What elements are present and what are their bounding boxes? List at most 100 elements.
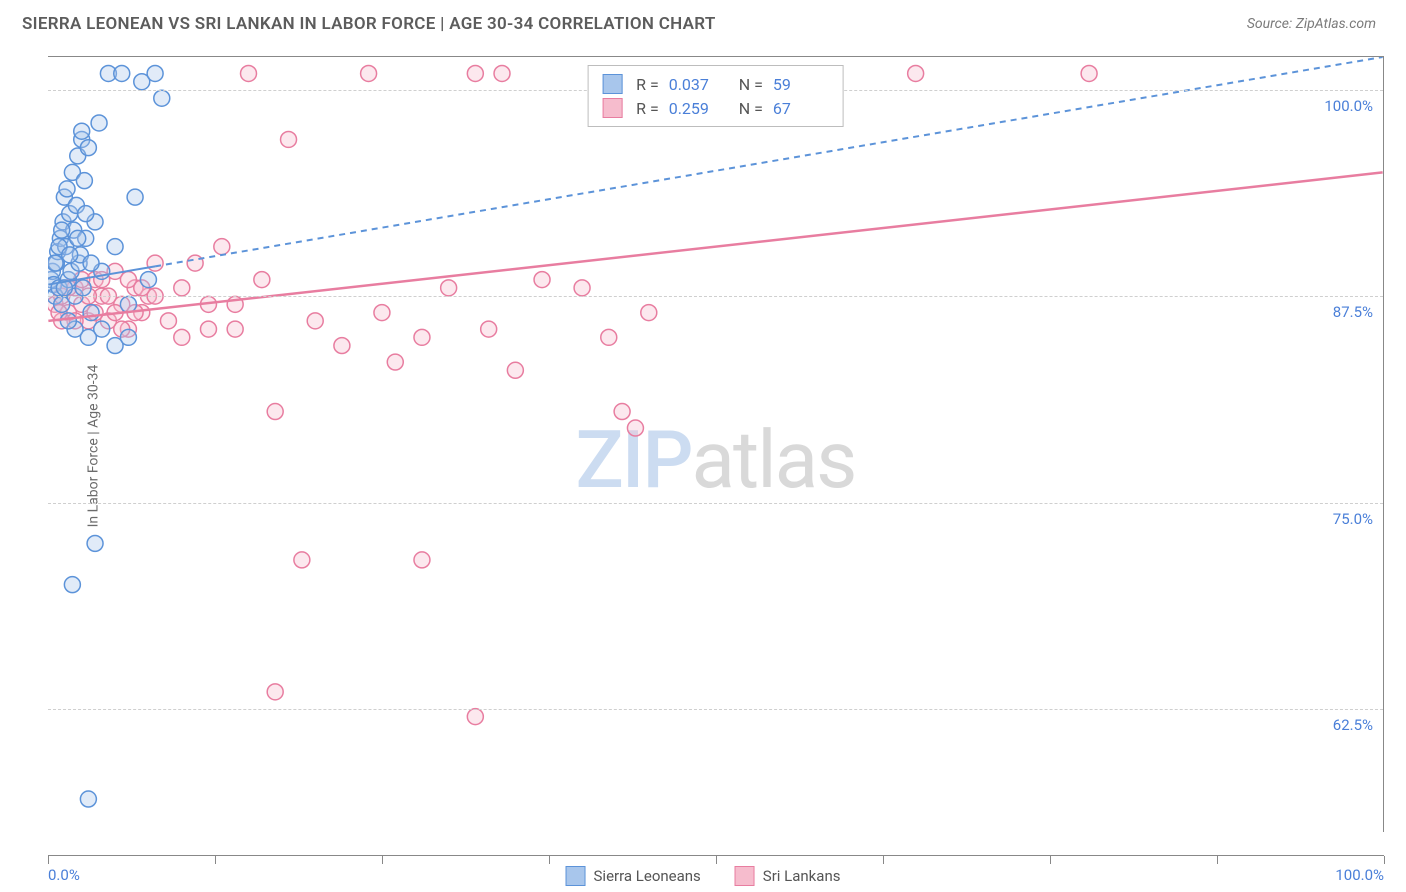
- chart-plot-area: ZIPatlas R = 0.037 N = 59 R = 0.259 N = …: [48, 56, 1384, 832]
- data-point: [80, 140, 96, 156]
- legend-item-b: Sri Lankans: [735, 866, 841, 886]
- data-point: [80, 791, 96, 807]
- data-point: [54, 222, 70, 238]
- source-label: Source: ZipAtlas.com: [1247, 16, 1376, 32]
- data-point: [641, 305, 657, 321]
- data-point: [120, 329, 136, 345]
- data-point: [120, 296, 136, 312]
- data-point: [507, 362, 523, 378]
- x-tick: [549, 856, 550, 864]
- data-point: [76, 173, 92, 189]
- data-point: [140, 272, 156, 288]
- data-point: [62, 247, 78, 263]
- data-point: [307, 313, 323, 329]
- data-point: [334, 338, 350, 354]
- x-axis-label-start: 0.0%: [48, 866, 80, 884]
- swatch-a-icon: [602, 74, 622, 94]
- legend-item-a: Sierra Leoneans: [566, 866, 701, 886]
- data-point: [59, 181, 75, 197]
- data-point: [267, 404, 283, 420]
- data-point: [481, 321, 497, 337]
- data-point: [107, 239, 123, 255]
- legend-row-a: R = 0.037 N = 59: [602, 72, 829, 96]
- series-legend: Sierra Leoneans Sri Lankans: [566, 866, 841, 886]
- x-tick: [1217, 856, 1218, 864]
- data-point: [281, 131, 297, 147]
- data-point: [241, 65, 257, 81]
- x-tick: [48, 856, 49, 864]
- data-point: [48, 255, 63, 271]
- swatch-b-icon: [735, 866, 755, 886]
- data-point: [387, 354, 403, 370]
- data-point: [227, 321, 243, 337]
- data-point: [187, 255, 203, 271]
- data-point: [908, 65, 924, 81]
- r-value-b: 0.259: [669, 99, 725, 118]
- x-axis: [48, 855, 1384, 856]
- x-axis-label-end: 100.0%: [1335, 866, 1384, 884]
- trend-line: [48, 172, 1382, 320]
- r-label: R =: [636, 99, 659, 118]
- legend-label-b: Sri Lankans: [763, 867, 841, 885]
- n-label: N =: [739, 75, 763, 94]
- x-tick: [382, 856, 383, 864]
- data-point: [87, 535, 103, 551]
- data-point: [467, 65, 483, 81]
- data-point: [214, 239, 230, 255]
- data-point: [75, 280, 91, 296]
- data-point: [534, 272, 550, 288]
- n-label: N =: [739, 99, 763, 118]
- gridline: [48, 503, 1383, 504]
- data-point: [414, 329, 430, 345]
- data-point: [441, 280, 457, 296]
- legend-label-a: Sierra Leoneans: [594, 867, 701, 885]
- y-tick-label: 100.0%: [1322, 97, 1375, 115]
- data-point: [74, 123, 90, 139]
- data-point: [200, 321, 216, 337]
- data-point: [60, 313, 76, 329]
- data-point: [127, 189, 143, 205]
- data-point: [361, 65, 377, 81]
- r-label: R =: [636, 75, 659, 94]
- data-point: [147, 65, 163, 81]
- data-point: [267, 684, 283, 700]
- data-point: [574, 280, 590, 296]
- data-point: [70, 230, 86, 246]
- y-tick-label: 75.0%: [1331, 510, 1375, 528]
- data-point: [601, 329, 617, 345]
- chart-title: SIERRA LEONEAN VS SRI LANKAN IN LABOR FO…: [22, 14, 716, 34]
- legend-row-b: R = 0.259 N = 67: [602, 96, 829, 120]
- gridline: [48, 296, 1383, 297]
- data-point: [147, 255, 163, 271]
- data-point: [374, 305, 390, 321]
- data-point: [627, 420, 643, 436]
- data-point: [94, 321, 110, 337]
- x-tick: [215, 856, 216, 864]
- x-tick: [883, 856, 884, 864]
- r-value-a: 0.037: [669, 75, 725, 94]
- data-point: [174, 280, 190, 296]
- n-value-b: 67: [773, 99, 829, 118]
- data-point: [414, 552, 430, 568]
- data-point: [64, 577, 80, 593]
- correlation-legend: R = 0.037 N = 59 R = 0.259 N = 67: [587, 65, 844, 127]
- swatch-b-icon: [602, 98, 622, 118]
- data-point: [1081, 65, 1097, 81]
- gridline: [48, 709, 1383, 710]
- swatch-a-icon: [566, 866, 586, 886]
- data-point: [160, 313, 176, 329]
- x-tick: [1050, 856, 1051, 864]
- x-tick: [1384, 856, 1385, 864]
- y-tick-label: 62.5%: [1331, 716, 1375, 734]
- y-tick-label: 87.5%: [1331, 303, 1375, 321]
- data-point: [294, 552, 310, 568]
- data-point: [78, 206, 94, 222]
- data-point: [91, 115, 107, 131]
- data-point: [494, 65, 510, 81]
- scatter-svg: [48, 57, 1383, 832]
- data-point: [254, 272, 270, 288]
- data-point: [154, 90, 170, 106]
- data-point: [114, 65, 130, 81]
- n-value-a: 59: [773, 75, 829, 94]
- data-point: [174, 329, 190, 345]
